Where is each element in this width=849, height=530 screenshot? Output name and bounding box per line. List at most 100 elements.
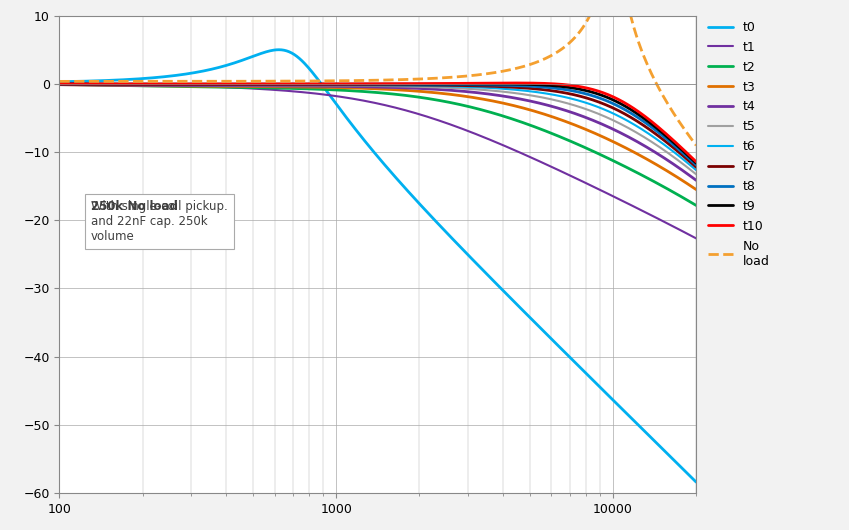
Text: With single-coil pickup.
and 22nF cap. 250k
volume: With single-coil pickup. and 22nF cap. 2… bbox=[91, 200, 228, 243]
t3 bbox=[576, 125, 587, 131]
t6 bbox=[576, 98, 587, 104]
t10 bbox=[357, 81, 367, 87]
t9 bbox=[677, 147, 687, 153]
t9 bbox=[361, 81, 371, 87]
No
load bbox=[433, 75, 443, 81]
t3 bbox=[399, 87, 409, 93]
t2 bbox=[576, 143, 587, 149]
t9 bbox=[357, 81, 367, 87]
Line: t7: t7 bbox=[59, 84, 696, 167]
t1 bbox=[676, 227, 686, 234]
t5 bbox=[691, 171, 701, 178]
t7 bbox=[361, 82, 371, 88]
t9 bbox=[433, 81, 443, 87]
t4 bbox=[676, 166, 686, 172]
t2 bbox=[676, 193, 686, 200]
t1 bbox=[691, 235, 701, 242]
t5 bbox=[433, 84, 443, 91]
t0 bbox=[691, 479, 701, 485]
Line: t6: t6 bbox=[59, 84, 696, 170]
t8 bbox=[691, 162, 701, 168]
No
load bbox=[576, 26, 587, 33]
Line: t3: t3 bbox=[59, 85, 696, 190]
t0 bbox=[400, 185, 410, 191]
t5 bbox=[576, 104, 587, 111]
t10 bbox=[433, 81, 443, 87]
No
load bbox=[357, 77, 367, 84]
t7 bbox=[676, 151, 686, 157]
t6 bbox=[691, 167, 701, 173]
t9 bbox=[54, 81, 65, 87]
t0 bbox=[435, 222, 445, 228]
t9 bbox=[473, 81, 483, 87]
t1 bbox=[361, 98, 371, 104]
t10 bbox=[691, 158, 701, 165]
t6 bbox=[357, 82, 367, 89]
t9 bbox=[577, 86, 588, 93]
t8 bbox=[357, 81, 367, 87]
t10 bbox=[511, 80, 521, 86]
t6 bbox=[676, 154, 686, 161]
t4 bbox=[357, 84, 367, 90]
t6 bbox=[433, 83, 443, 89]
Line: t2: t2 bbox=[59, 84, 696, 206]
t4 bbox=[691, 177, 701, 183]
No
load bbox=[54, 78, 65, 85]
t6 bbox=[399, 82, 409, 89]
t1 bbox=[399, 107, 409, 113]
t0 bbox=[362, 140, 372, 147]
t9 bbox=[691, 160, 701, 166]
t7 bbox=[691, 164, 701, 170]
t0 bbox=[677, 465, 687, 472]
Line: t1: t1 bbox=[59, 83, 696, 238]
t1 bbox=[433, 117, 443, 123]
Line: t9: t9 bbox=[59, 84, 696, 163]
t6 bbox=[361, 82, 371, 89]
t3 bbox=[433, 90, 443, 96]
t9 bbox=[399, 81, 409, 87]
t4 bbox=[54, 82, 65, 88]
Line: t0: t0 bbox=[59, 50, 696, 482]
t2 bbox=[691, 202, 701, 209]
t5 bbox=[357, 83, 367, 89]
No
load bbox=[677, 123, 687, 129]
t8 bbox=[576, 90, 587, 96]
t2 bbox=[361, 89, 371, 95]
t2 bbox=[54, 81, 65, 87]
t10 bbox=[677, 145, 687, 152]
t4 bbox=[576, 113, 587, 119]
t10 bbox=[577, 84, 588, 90]
t2 bbox=[357, 88, 367, 94]
t0 bbox=[274, 47, 284, 53]
t10 bbox=[399, 81, 409, 87]
t7 bbox=[576, 93, 587, 100]
Line: t4: t4 bbox=[59, 85, 696, 180]
t0 bbox=[358, 136, 368, 142]
t4 bbox=[361, 84, 371, 90]
t3 bbox=[676, 176, 686, 183]
No
load bbox=[691, 142, 701, 148]
t6 bbox=[54, 81, 65, 87]
t5 bbox=[361, 83, 371, 89]
t3 bbox=[54, 82, 65, 88]
t8 bbox=[399, 81, 409, 87]
t8 bbox=[361, 81, 371, 87]
t3 bbox=[357, 85, 367, 92]
Line: t5: t5 bbox=[59, 85, 696, 174]
t3 bbox=[361, 85, 371, 92]
t0 bbox=[54, 78, 65, 85]
t2 bbox=[433, 97, 443, 103]
t7 bbox=[399, 82, 409, 88]
t8 bbox=[676, 148, 686, 154]
Line: t8: t8 bbox=[59, 84, 696, 165]
t3 bbox=[691, 187, 701, 193]
t7 bbox=[433, 82, 443, 89]
t10 bbox=[361, 81, 371, 87]
t5 bbox=[399, 83, 409, 90]
Line: t10: t10 bbox=[59, 83, 696, 162]
t5 bbox=[54, 82, 65, 88]
No
load bbox=[361, 77, 371, 84]
t5 bbox=[676, 159, 686, 165]
t1 bbox=[357, 97, 367, 103]
t1 bbox=[576, 178, 587, 184]
